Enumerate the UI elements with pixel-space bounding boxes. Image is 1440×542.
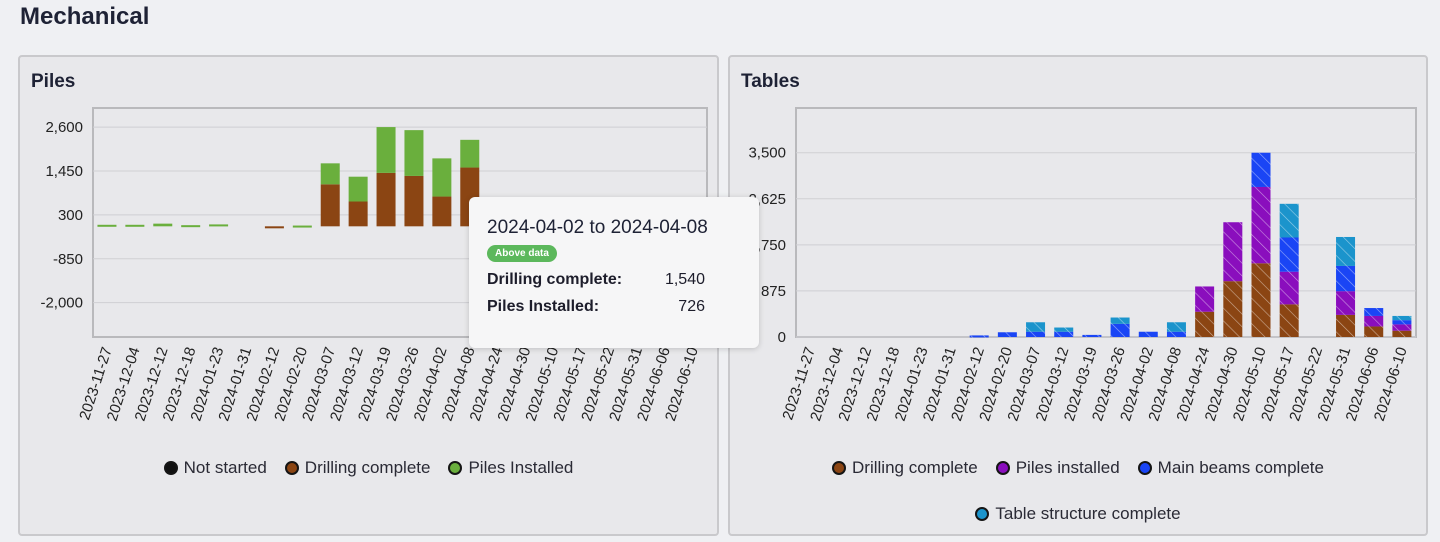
bar-hatch — [1251, 152, 1271, 187]
bar-hatch — [1364, 326, 1384, 337]
bar-hatch — [1082, 334, 1102, 337]
tables-card: Tables 3,500 2,625 1,750 875 0 2023-11-27 2023… — [728, 55, 1428, 536]
legend-label: Piles Installed — [468, 458, 574, 477]
bar-hatch — [1392, 315, 1412, 321]
tooltip-badge: Above data — [487, 245, 557, 262]
bar-hatch — [1392, 324, 1412, 331]
bar-segment-piles-installed[interactable] — [460, 139, 480, 168]
piles-legend: Not started Drilling complete Piles Inst… — [20, 458, 717, 478]
legend-label: Drilling complete — [304, 458, 431, 477]
bar-segment-piles-installed[interactable] — [97, 224, 117, 227]
legend-item-main-beams[interactable]: Main beams complete — [1137, 458, 1324, 478]
piles-chart: 2,6001,450300-850-2,0002023-11-272023-12… — [40, 107, 708, 423]
y-tick-label: 3,500 — [748, 145, 786, 162]
bar-hatch — [1026, 331, 1046, 337]
bar-hatch — [1336, 265, 1356, 292]
legend-item-drilling-complete[interactable]: Drilling complete — [832, 458, 978, 478]
legend-item-table-structure[interactable]: Table structure complete — [975, 504, 1181, 524]
legend-item-piles-installed[interactable]: Piles installed — [995, 458, 1120, 478]
legend-label: Not started — [183, 458, 267, 477]
bar-segment-piles-installed[interactable] — [432, 158, 452, 197]
legend-label: Drilling complete — [852, 458, 978, 477]
chart-tooltip: 2024-04-02 to 2024-04-08 Above data Dril… — [469, 197, 759, 348]
bar-segment-drilling-complete[interactable] — [264, 226, 284, 229]
tables-card-title: Tables — [741, 71, 800, 92]
bar-hatch — [1138, 331, 1158, 337]
bar-hatch — [1223, 222, 1243, 282]
legend-item-drilling-complete[interactable]: Drilling complete — [284, 458, 431, 478]
legend-swatch-piles-icon — [448, 461, 463, 475]
bar-segment-piles-installed[interactable] — [292, 225, 312, 228]
y-tick-label: 2,600 — [45, 119, 83, 136]
tooltip-row-value: 726 — [678, 298, 705, 315]
bar-hatch — [1026, 322, 1046, 332]
bar-hatch — [1195, 286, 1215, 312]
y-tick-label: 0 — [778, 329, 786, 346]
bar-segment-drilling-complete[interactable] — [404, 175, 424, 227]
legend-swatch-piles-icon — [995, 461, 1010, 475]
legend-item-piles-installed[interactable]: Piles Installed — [448, 458, 573, 478]
bar-hatch — [1336, 291, 1356, 315]
tooltip-title: 2024-04-02 to 2024-04-08 — [487, 217, 708, 238]
bar-segment-drilling-complete[interactable] — [376, 172, 396, 227]
bar-hatch — [1279, 271, 1299, 305]
y-tick-label: -850 — [53, 251, 83, 268]
bar-hatch — [1392, 330, 1412, 337]
bar-hatch — [1166, 331, 1186, 337]
bar-hatch — [1166, 322, 1186, 332]
bar-segment-piles-installed[interactable] — [376, 127, 396, 173]
bar-hatch — [1223, 281, 1243, 337]
tooltip-row-label: Drilling complete: — [487, 271, 623, 288]
bar-hatch — [969, 335, 989, 338]
bar-segment-drilling-complete[interactable] — [432, 196, 452, 227]
y-tick-label: 1,450 — [45, 163, 83, 180]
tooltip-row: Drilling complete: 1,540 — [487, 271, 741, 289]
bar-segment-piles-installed[interactable] — [404, 130, 424, 176]
bar-hatch — [1195, 311, 1215, 337]
bar-hatch — [1364, 315, 1384, 327]
tooltip-row-label: Piles Installed: — [487, 298, 600, 315]
bar-hatch — [1364, 308, 1384, 316]
legend-label: Piles installed — [1015, 458, 1120, 477]
bar-segment-piles-installed[interactable] — [181, 225, 201, 228]
tooltip-row-value: 1,540 — [664, 271, 705, 288]
bar-hatch — [1251, 263, 1271, 337]
bar-hatch — [1279, 203, 1299, 238]
y-tick-label: 875 — [761, 283, 786, 300]
y-tick-label: 300 — [58, 207, 83, 224]
tables-legend: Drilling complete Piles installed Main b… — [730, 458, 1426, 524]
bar-hatch — [1279, 237, 1299, 272]
legend-swatch-table-structure-icon — [975, 507, 990, 521]
bar-hatch — [997, 332, 1017, 337]
legend-label: Main beams complete — [1157, 458, 1324, 477]
y-tick-label: -2,000 — [40, 295, 83, 312]
bar-segment-piles-installed[interactable] — [153, 223, 173, 227]
bar-hatch — [1336, 236, 1356, 266]
tables-chart: 3,5002,6251,75087502023-11-272023-12-042… — [748, 107, 1417, 423]
bar-segment-drilling-complete[interactable] — [320, 184, 340, 227]
piles-card-title: Piles — [31, 71, 76, 92]
bar-hatch — [1054, 327, 1074, 332]
bar-segment-piles-installed[interactable] — [209, 224, 229, 227]
bar-segment-piles-installed[interactable] — [320, 163, 340, 185]
legend-swatch-drilling-icon — [832, 461, 847, 475]
legend-swatch-drilling-icon — [284, 461, 299, 475]
legend-item-not-started[interactable]: Not started — [163, 458, 267, 478]
bar-hatch — [1054, 331, 1074, 337]
legend-swatch-main-beams-icon — [1137, 461, 1152, 475]
page-title: Mechanical — [20, 3, 150, 30]
bar-hatch — [1110, 317, 1130, 324]
bar-segment-drilling-complete[interactable] — [348, 201, 368, 227]
bar-segment-piles-installed[interactable] — [348, 176, 368, 202]
bar-hatch — [1251, 186, 1271, 264]
bar-hatch — [1336, 314, 1356, 337]
legend-label: Table structure complete — [995, 504, 1181, 523]
bar-hatch — [1392, 320, 1412, 325]
bar-hatch — [1279, 304, 1299, 337]
plot-frame — [795, 107, 1417, 338]
bar-segment-piles-installed[interactable] — [125, 224, 145, 227]
bar-hatch — [1110, 323, 1130, 337]
legend-swatch-not-started-icon — [163, 461, 178, 475]
tooltip-row: Piles Installed: 726 — [487, 298, 741, 316]
